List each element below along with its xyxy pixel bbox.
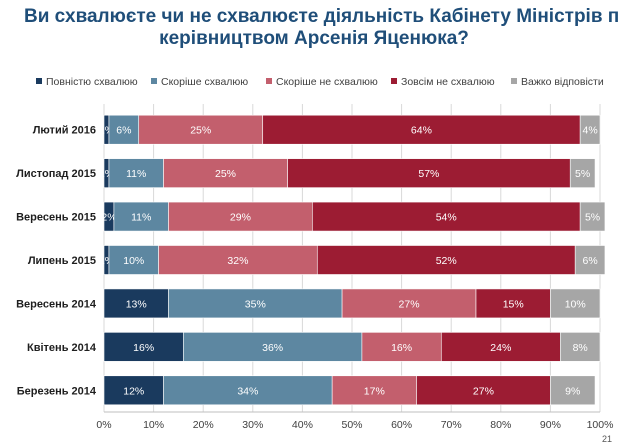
x-tick-label: 30% xyxy=(242,419,263,431)
legend-swatch xyxy=(36,78,42,84)
data-label: 32% xyxy=(227,255,248,267)
legend-item-rather-disapprove: Скоріше не схвалюю xyxy=(266,76,378,88)
data-label: 27% xyxy=(473,385,494,397)
data-label: 16% xyxy=(391,342,412,354)
x-tick-label: 10% xyxy=(143,419,164,431)
chart-title-line-2: керівництвом Арсенія Яценюка? xyxy=(159,28,469,49)
bar-segment xyxy=(574,245,606,275)
legend-label: Скоріше не схвалюю xyxy=(276,76,378,88)
category-label: Липень 2015 xyxy=(28,255,96,267)
bar-segment xyxy=(138,114,264,145)
category-label: Листопад 2015 xyxy=(16,168,96,180)
x-tick-label: 80% xyxy=(490,419,511,431)
data-label: 16% xyxy=(133,342,154,354)
bar-segment xyxy=(361,332,442,362)
chart-title: Ви схвалюєте чи не схвалюєте діяльність … xyxy=(24,6,620,50)
bar-segment xyxy=(113,201,169,232)
legend-item-hard-to-say: Важко відповісти xyxy=(511,76,604,88)
legend-swatch xyxy=(511,78,517,84)
bar-segment xyxy=(569,158,596,188)
bar-segment xyxy=(475,288,551,319)
legend-swatch xyxy=(151,78,157,84)
category-label: Лютий 2016 xyxy=(33,125,96,137)
bar-segment xyxy=(103,288,169,319)
bar-segment xyxy=(440,332,561,362)
legend-item-fully-disapprove: Зовсім не схвалюю xyxy=(391,76,495,88)
x-tick-label: 50% xyxy=(341,419,362,431)
legend-label: Важко відповісти xyxy=(521,76,604,88)
data-label: 52% xyxy=(436,255,457,267)
bar-segment xyxy=(163,375,333,406)
bar-segment xyxy=(312,201,581,232)
data-label: 4% xyxy=(582,125,597,137)
data-label: 5% xyxy=(575,168,590,180)
category-label: Вересень 2014 xyxy=(16,298,97,310)
legend-item-fully-approve: Повністю схвалюю xyxy=(36,76,138,88)
x-tick-label: 0% xyxy=(96,419,111,431)
bar-segment xyxy=(416,375,551,406)
legend-label: Скоріше схвалюю xyxy=(161,76,249,88)
category-label: Квітень 2014 xyxy=(27,342,97,354)
bar-segment xyxy=(163,158,288,188)
bar-segment xyxy=(103,332,184,362)
bar-segment xyxy=(579,114,601,145)
data-label: 6% xyxy=(582,255,597,267)
legend-label: Зовсім не схвалюю xyxy=(401,76,495,88)
data-label: 5% xyxy=(585,212,600,224)
x-tick-label: 90% xyxy=(540,419,561,431)
data-label: 12% xyxy=(123,385,144,397)
bar-segment xyxy=(183,332,363,362)
bar-segment xyxy=(168,201,313,232)
legend-label: Повністю схвалюю xyxy=(46,76,138,88)
data-label: 29% xyxy=(230,212,251,224)
data-label: 17% xyxy=(364,385,385,397)
category-label: Вересень 2015 xyxy=(16,212,96,224)
data-label: 13% xyxy=(126,298,147,310)
x-tick-label: 60% xyxy=(391,419,412,431)
data-label: 25% xyxy=(190,125,211,137)
data-label: 6% xyxy=(116,125,131,137)
data-label: 24% xyxy=(490,342,511,354)
data-label: 9% xyxy=(565,385,580,397)
data-label: 64% xyxy=(411,125,432,137)
x-tick-label: 100% xyxy=(587,419,614,431)
data-label: 8% xyxy=(573,342,588,354)
x-tick-label: 40% xyxy=(292,419,313,431)
category-label: Березень 2014 xyxy=(17,385,97,397)
data-label: 57% xyxy=(418,168,439,180)
bar-segment xyxy=(550,375,596,406)
x-tick-label: 70% xyxy=(441,419,462,431)
data-label: 25% xyxy=(215,168,236,180)
chart-title-line-1: Ви схвалюєте чи не схвалюєте діяльність … xyxy=(24,6,620,27)
data-label: 10% xyxy=(565,298,586,310)
legend-swatch xyxy=(391,78,397,84)
data-label: 11% xyxy=(126,168,146,180)
data-label: 27% xyxy=(399,298,420,310)
data-label: 54% xyxy=(436,212,457,224)
bar-segment xyxy=(108,114,140,145)
chart-legend: Повністю схвалюю Скоріше схвалюю Скоріше… xyxy=(36,76,616,90)
bar-segment xyxy=(103,375,164,406)
data-label: 11% xyxy=(131,212,151,224)
bar-segment xyxy=(550,288,601,319)
data-label: 2% xyxy=(101,212,116,224)
bar-segment xyxy=(262,114,581,145)
data-label: 15% xyxy=(503,298,524,310)
bar-segment xyxy=(331,375,417,406)
bar-segment xyxy=(287,158,571,188)
bar-segment xyxy=(579,201,606,232)
legend-swatch xyxy=(266,78,272,84)
bar-segment xyxy=(168,288,343,319)
page-number: 21 xyxy=(601,434,612,444)
x-tick-label: 20% xyxy=(193,419,214,431)
bar-segment xyxy=(158,245,318,275)
legend-item-rather-approve: Скоріше схвалюю xyxy=(151,76,248,88)
data-label: 10% xyxy=(123,255,144,267)
bar-segment xyxy=(341,288,477,319)
data-label: 34% xyxy=(237,385,258,397)
data-label: 36% xyxy=(262,342,283,354)
data-label: 35% xyxy=(245,298,266,310)
bar-segment xyxy=(560,332,601,362)
